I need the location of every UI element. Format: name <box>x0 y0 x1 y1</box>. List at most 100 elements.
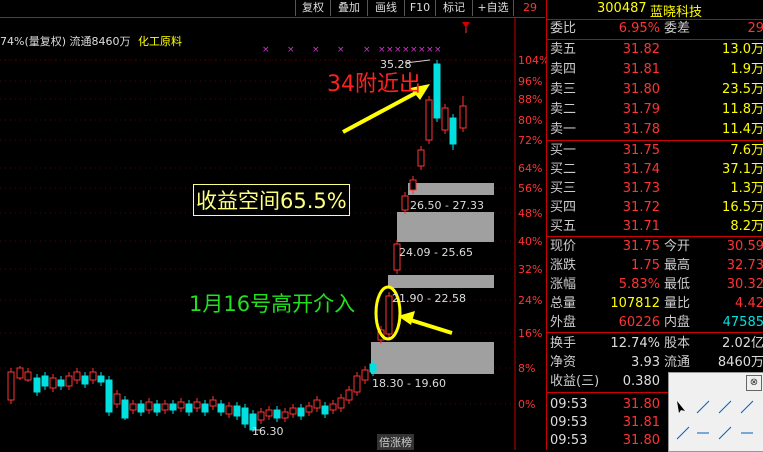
stat-row[interactable]: 现价 31.75 今开 30.59 <box>547 238 763 255</box>
candle <box>345 389 353 401</box>
candle <box>201 403 209 413</box>
candle <box>281 411 289 419</box>
bottom-tag[interactable]: 倍涨榜 <box>377 434 414 450</box>
candle <box>297 407 305 417</box>
close-icon[interactable]: ⊗ <box>746 375 762 391</box>
zone-label: 18.30 - 19.60 <box>372 377 446 390</box>
arrow-head <box>398 311 415 325</box>
candle <box>425 99 433 141</box>
ask-row[interactable]: 卖一 31.78 11.4万 <box>547 121 763 138</box>
zone-label: 21.90 - 22.58 <box>392 292 466 305</box>
candle <box>137 403 145 413</box>
bid-row[interactable]: 买三 31.73 1.3万 <box>547 180 763 197</box>
bid-row[interactable]: 买五 31.71 8.2万 <box>547 218 763 235</box>
stat-row[interactable]: 净资 3.93 流通 8460万 <box>547 354 763 371</box>
stat-row[interactable]: 涨跌 1.75 最高 32.73 <box>547 257 763 274</box>
candle <box>265 409 273 417</box>
tick-time: 09:53 <box>550 397 588 412</box>
candle <box>33 377 41 393</box>
candle <box>393 243 401 271</box>
event-mark: × <box>386 45 394 55</box>
stat-value: 30.32 <box>726 277 763 292</box>
stat-label: 涨幅 <box>550 277 577 292</box>
sector-label[interactable]: 化工原料 <box>138 35 183 48</box>
stat-label: 外盘 <box>550 315 577 330</box>
candle <box>273 409 281 419</box>
chart-header-info: 74%(量复权) 流通8460万 <box>0 35 131 48</box>
candle <box>233 405 241 417</box>
axis-tick: 80% <box>518 114 543 127</box>
event-mark: × <box>378 45 386 55</box>
ask-price: 31.81 <box>622 62 660 77</box>
arrow-head <box>410 84 430 100</box>
draw-tools-panel: ⊗ <box>668 372 763 452</box>
tick-row[interactable]: 09:53 31.80 <box>547 396 763 413</box>
stat-label: 换手 <box>550 336 577 351</box>
stat-value: 4.42 <box>735 296 763 311</box>
axis-tick: 8% <box>518 362 536 375</box>
zone-bar <box>397 212 494 242</box>
draw-line-button[interactable]: 画线 <box>367 0 404 16</box>
wecha-value: 29 <box>747 21 763 36</box>
ask-row[interactable]: 卖三 31.80 23.5万 <box>547 81 763 98</box>
ask-row[interactable]: 卖二 31.79 11.8万 <box>547 101 763 118</box>
axis-tick: 88% <box>518 93 543 106</box>
candle <box>385 295 393 335</box>
candle <box>49 377 57 389</box>
candle <box>353 375 361 393</box>
stat-value: 107812 <box>610 296 660 311</box>
webi-row: 委比 6.95% 委差 29 <box>547 20 763 37</box>
add-watchlist-button[interactable]: +自选 <box>472 0 513 16</box>
ask-row[interactable]: 卖四 31.81 1.9万 <box>547 61 763 78</box>
bid-label: 买五 <box>550 219 577 234</box>
webi-label: 委比 <box>550 21 577 36</box>
axis-tick: 96% <box>518 75 543 88</box>
bid-label: 买三 <box>550 181 577 196</box>
bid-row[interactable]: 买二 31.74 37.1万 <box>547 161 763 178</box>
stat-value: 60226 <box>618 315 660 330</box>
axis-tick: 64% <box>518 162 543 175</box>
stat-row[interactable]: 总量 107812 量比 4.42 <box>547 295 763 312</box>
candle <box>225 405 233 415</box>
ask-price: 31.78 <box>622 122 660 137</box>
stat-row[interactable]: 换手 12.74% 股本 2.02亿 <box>547 335 763 352</box>
candle <box>449 117 457 145</box>
overlay-button[interactable]: 叠加 <box>330 0 367 16</box>
candle <box>169 403 177 411</box>
bid-label: 买一 <box>550 143 577 158</box>
low-price-label: 16.30 <box>252 425 284 438</box>
zone-label: 26.50 - 27.33 <box>410 199 484 212</box>
stat-value: 47585 <box>722 315 763 330</box>
arrow-near34 <box>342 86 426 134</box>
stat-row[interactable]: 涨幅 5.83% 最低 30.32 <box>547 276 763 293</box>
candle <box>441 107 449 131</box>
draw-tools-grid[interactable] <box>675 399 761 449</box>
zone-label: 24.09 - 25.65 <box>399 246 473 259</box>
event-mark: × <box>262 45 270 55</box>
high-price-label: 35.28 <box>380 58 412 71</box>
stat-value: 8460万 <box>717 355 763 370</box>
line-tool-icon <box>676 426 690 440</box>
count-button[interactable]: 29 <box>513 0 546 16</box>
stat-row[interactable]: 收益(三) 0.380 <box>547 373 763 390</box>
event-mark: × <box>434 45 442 55</box>
stat-row[interactable]: 外盘 60226 内盘 47585 <box>547 314 763 331</box>
stat-value: 0.380 <box>622 374 660 389</box>
stock-code: 300487 <box>597 1 647 16</box>
segment-tool-icon <box>740 400 754 414</box>
axis-tick: 104% <box>518 54 550 67</box>
candle <box>185 403 193 413</box>
tick-row[interactable]: 09:53 31.80 <box>547 432 763 449</box>
tick-row[interactable]: 09:53 31.81 <box>547 414 763 431</box>
candle <box>337 397 345 409</box>
f10-button[interactable]: F10 <box>404 0 435 16</box>
bid-price: 31.74 <box>622 162 660 177</box>
candlestick-chart[interactable]: × × × × × × × × × × × × × <box>0 0 545 450</box>
candles-group <box>7 60 467 432</box>
bid-row[interactable]: 买一 31.75 7.6万 <box>547 142 763 159</box>
bid-row[interactable]: 买四 31.72 16.5万 <box>547 199 763 216</box>
mark-button[interactable]: 标记 <box>435 0 472 16</box>
ask-row[interactable]: 卖五 31.82 13.0万 <box>547 41 763 58</box>
restore-rights-button[interactable]: 复权 <box>295 0 330 16</box>
candle <box>241 407 249 425</box>
